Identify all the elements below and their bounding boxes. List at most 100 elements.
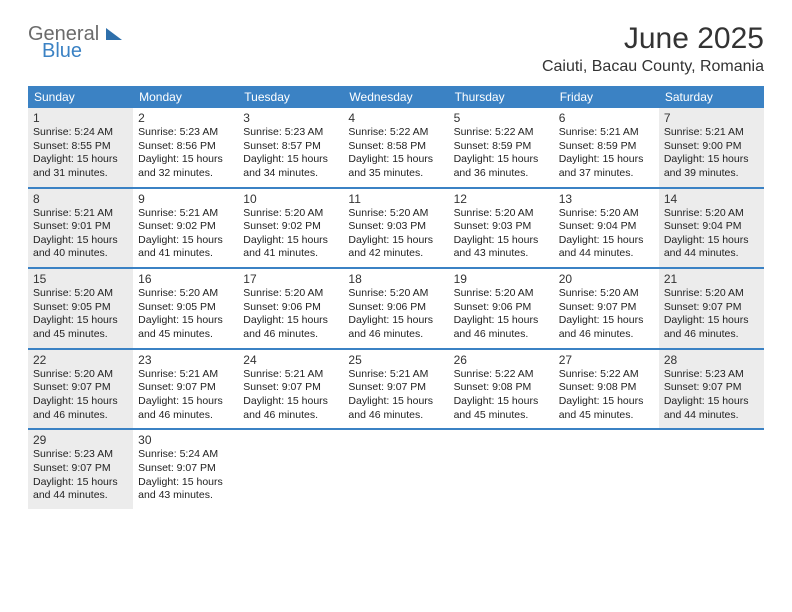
day-detail-line: Daylight: 15 hours (348, 153, 443, 167)
day-detail-line: and 43 minutes. (138, 489, 233, 503)
day-detail-line: Daylight: 15 hours (243, 314, 338, 328)
day-detail-line: Sunset: 9:08 PM (559, 381, 654, 395)
day-number: 24 (243, 353, 338, 367)
day-detail-line: Sunrise: 5:23 AM (664, 368, 759, 382)
day-cell: 27Sunrise: 5:22 AMSunset: 9:08 PMDayligh… (554, 350, 659, 429)
day-cell: 18Sunrise: 5:20 AMSunset: 9:06 PMDayligh… (343, 269, 448, 348)
location-subtitle: Caiuti, Bacau County, Romania (542, 58, 764, 76)
day-cell (343, 430, 448, 509)
day-number: 14 (664, 192, 759, 206)
day-detail-line: and 41 minutes. (138, 247, 233, 261)
day-detail-line: Sunrise: 5:21 AM (348, 368, 443, 382)
day-detail-line: Sunset: 9:02 PM (138, 220, 233, 234)
day-cell: 21Sunrise: 5:20 AMSunset: 9:07 PMDayligh… (659, 269, 764, 348)
day-detail-line: Daylight: 15 hours (664, 314, 759, 328)
day-cell: 24Sunrise: 5:21 AMSunset: 9:07 PMDayligh… (238, 350, 343, 429)
day-detail-line: Sunrise: 5:22 AM (559, 368, 654, 382)
day-number: 28 (664, 353, 759, 367)
day-detail-line: and 45 minutes. (559, 409, 654, 423)
day-detail-line: Sunrise: 5:20 AM (454, 287, 549, 301)
day-detail-line: Sunset: 9:02 PM (243, 220, 338, 234)
day-detail-line: Daylight: 15 hours (348, 314, 443, 328)
day-detail-line: and 44 minutes. (664, 247, 759, 261)
day-detail-line: Sunset: 9:05 PM (138, 301, 233, 315)
day-cell: 25Sunrise: 5:21 AMSunset: 9:07 PMDayligh… (343, 350, 448, 429)
day-detail-line: Sunrise: 5:21 AM (559, 126, 654, 140)
day-number: 3 (243, 111, 338, 125)
day-number: 25 (348, 353, 443, 367)
day-detail-line: Sunrise: 5:21 AM (138, 207, 233, 221)
day-detail-line: Daylight: 15 hours (454, 314, 549, 328)
day-detail-line: and 44 minutes. (33, 489, 128, 503)
day-detail-line: Sunset: 8:56 PM (138, 140, 233, 154)
day-cell (659, 430, 764, 509)
day-detail-line: and 32 minutes. (138, 167, 233, 181)
day-cell: 6Sunrise: 5:21 AMSunset: 8:59 PMDaylight… (554, 108, 659, 187)
day-cell: 22Sunrise: 5:20 AMSunset: 9:07 PMDayligh… (28, 350, 133, 429)
day-number: 17 (243, 272, 338, 286)
day-number: 13 (559, 192, 654, 206)
day-detail-line: Sunrise: 5:24 AM (33, 126, 128, 140)
day-detail-line: Daylight: 15 hours (664, 395, 759, 409)
day-cell: 9Sunrise: 5:21 AMSunset: 9:02 PMDaylight… (133, 189, 238, 268)
day-detail-line: Sunrise: 5:20 AM (348, 207, 443, 221)
day-detail-line: Sunrise: 5:23 AM (138, 126, 233, 140)
day-cell: 8Sunrise: 5:21 AMSunset: 9:01 PMDaylight… (28, 189, 133, 268)
day-detail-line: and 46 minutes. (138, 409, 233, 423)
day-cell: 16Sunrise: 5:20 AMSunset: 9:05 PMDayligh… (133, 269, 238, 348)
day-detail-line: and 44 minutes. (664, 409, 759, 423)
day-detail-line: Daylight: 15 hours (33, 476, 128, 490)
day-detail-line: Sunrise: 5:20 AM (243, 207, 338, 221)
dayname-sun: Sunday (28, 86, 133, 108)
day-detail-line: Sunrise: 5:20 AM (454, 207, 549, 221)
day-detail-line: and 46 minutes. (348, 409, 443, 423)
day-detail-line: Sunset: 9:04 PM (559, 220, 654, 234)
day-cell: 5Sunrise: 5:22 AMSunset: 8:59 PMDaylight… (449, 108, 554, 187)
day-detail-line: Daylight: 15 hours (454, 234, 549, 248)
logo: General Blue (28, 22, 122, 61)
day-detail-line: Sunrise: 5:20 AM (559, 207, 654, 221)
day-detail-line: Sunset: 9:07 PM (243, 381, 338, 395)
day-detail-line: Sunset: 9:07 PM (33, 381, 128, 395)
day-detail-line: and 46 minutes. (33, 409, 128, 423)
day-number: 4 (348, 111, 443, 125)
day-detail-line: Daylight: 15 hours (559, 314, 654, 328)
day-detail-line: Daylight: 15 hours (664, 234, 759, 248)
day-cell: 15Sunrise: 5:20 AMSunset: 9:05 PMDayligh… (28, 269, 133, 348)
day-detail-line: Daylight: 15 hours (454, 395, 549, 409)
day-detail-line: and 46 minutes. (454, 328, 549, 342)
day-detail-line: Sunset: 9:06 PM (454, 301, 549, 315)
logo-sail-icon (106, 28, 122, 40)
calendar-page: General Blue June 2025 Caiuti, Bacau Cou… (0, 0, 792, 531)
day-number: 27 (559, 353, 654, 367)
day-number: 23 (138, 353, 233, 367)
day-number: 10 (243, 192, 338, 206)
day-number: 7 (664, 111, 759, 125)
day-detail-line: Daylight: 15 hours (559, 153, 654, 167)
day-number: 30 (138, 433, 233, 447)
day-number: 12 (454, 192, 549, 206)
dayname-thu: Thursday (449, 86, 554, 108)
day-detail-line: Daylight: 15 hours (33, 234, 128, 248)
day-detail-line: Sunset: 9:06 PM (243, 301, 338, 315)
day-detail-line: and 36 minutes. (454, 167, 549, 181)
day-detail-line: Daylight: 15 hours (33, 395, 128, 409)
day-detail-line: Sunrise: 5:21 AM (138, 368, 233, 382)
day-detail-line: Daylight: 15 hours (348, 395, 443, 409)
day-detail-line: Sunset: 9:07 PM (664, 381, 759, 395)
day-detail-line: Sunrise: 5:21 AM (33, 207, 128, 221)
day-number: 6 (559, 111, 654, 125)
day-detail-line: and 46 minutes. (348, 328, 443, 342)
day-detail-line: Daylight: 15 hours (664, 153, 759, 167)
week-row: 8Sunrise: 5:21 AMSunset: 9:01 PMDaylight… (28, 189, 764, 270)
day-detail-line: and 45 minutes. (454, 409, 549, 423)
day-detail-line: Sunrise: 5:20 AM (243, 287, 338, 301)
day-detail-line: Sunrise: 5:21 AM (243, 368, 338, 382)
day-detail-line: and 46 minutes. (559, 328, 654, 342)
day-detail-line: Sunrise: 5:20 AM (559, 287, 654, 301)
day-cell: 11Sunrise: 5:20 AMSunset: 9:03 PMDayligh… (343, 189, 448, 268)
day-detail-line: Sunrise: 5:22 AM (454, 368, 549, 382)
day-detail-line: Sunset: 9:05 PM (33, 301, 128, 315)
day-detail-line: Sunrise: 5:23 AM (243, 126, 338, 140)
day-detail-line: Daylight: 15 hours (454, 153, 549, 167)
